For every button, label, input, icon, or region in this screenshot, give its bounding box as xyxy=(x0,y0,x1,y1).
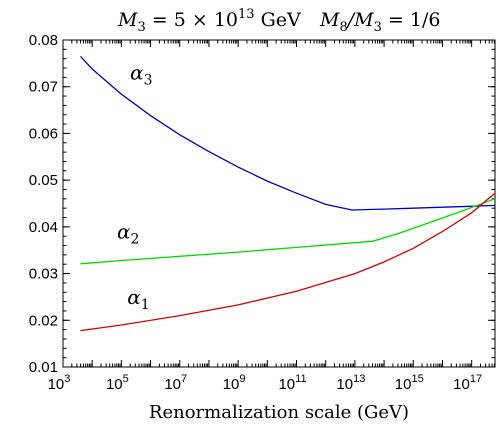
series-label-subscript: 1 xyxy=(141,297,150,313)
series-label-subscript: 3 xyxy=(144,73,153,89)
series-label-alpha-3: α3 xyxy=(130,61,152,89)
x-tick-base: 10 xyxy=(336,376,353,393)
x-tick-label: 1013 xyxy=(336,373,365,393)
x-tick-label: 1017 xyxy=(453,373,482,393)
y-tick-label: 0.05 xyxy=(29,172,58,189)
x-tick-base: 10 xyxy=(278,376,295,393)
x-tick-exponent: 5 xyxy=(123,373,129,385)
x-tick-exponent: 11 xyxy=(295,373,306,385)
x-tick-base: 10 xyxy=(164,376,181,393)
x-tick-exponent: 15 xyxy=(411,373,423,385)
x-tick-label: 103 xyxy=(48,373,71,393)
chart-subtitle: M8/M3 = 1/6 xyxy=(319,9,440,35)
series-line-alpha-2 xyxy=(80,198,496,265)
series-layer xyxy=(80,55,496,332)
y-tick-label: 0.03 xyxy=(29,266,58,283)
x-axis-title: Renormalization scale (GeV) xyxy=(149,402,409,423)
series-label-symbol: α xyxy=(127,285,141,309)
x-tick-exponent: 3 xyxy=(64,373,70,385)
x-tick-exponent: 7 xyxy=(181,373,187,385)
y-tick-label: 0.02 xyxy=(29,312,58,329)
series-line-alpha-1 xyxy=(80,192,496,332)
plot-frame xyxy=(62,39,496,368)
x-tick-base: 10 xyxy=(223,376,240,393)
series-label-alpha-2: α2 xyxy=(117,220,139,248)
x-tick-base: 10 xyxy=(48,376,65,393)
x-tick-label: 1011 xyxy=(278,373,306,393)
series-label-symbol: α xyxy=(130,61,144,85)
x-tick-label: 107 xyxy=(164,373,187,393)
x-tick-exponent: 13 xyxy=(353,373,365,385)
chart-title: M3 = 5 × 1013 GeV xyxy=(117,7,301,35)
series-label-subscript: 2 xyxy=(131,232,140,248)
y-tick-label: 0.07 xyxy=(29,79,58,96)
x-tick-base: 10 xyxy=(395,376,412,393)
series-line-alpha-3 xyxy=(80,55,496,211)
series-label-alpha-1: α1 xyxy=(127,285,149,313)
y-tick-label: 0.06 xyxy=(29,125,58,142)
x-tick-base: 10 xyxy=(453,376,470,393)
x-tick-exponent: 17 xyxy=(470,373,482,385)
x-tick-label: 1015 xyxy=(395,373,424,393)
x-tick-label: 105 xyxy=(106,373,129,393)
y-tick-label: 0.08 xyxy=(29,32,58,49)
y-tick-label: 0.04 xyxy=(29,219,58,236)
series-label-symbol: α xyxy=(117,220,131,244)
y-tick-label: 0.01 xyxy=(29,359,58,376)
x-tick-label: 109 xyxy=(223,373,246,393)
x-tick-exponent: 9 xyxy=(239,373,245,385)
x-tick-base: 10 xyxy=(106,376,123,393)
